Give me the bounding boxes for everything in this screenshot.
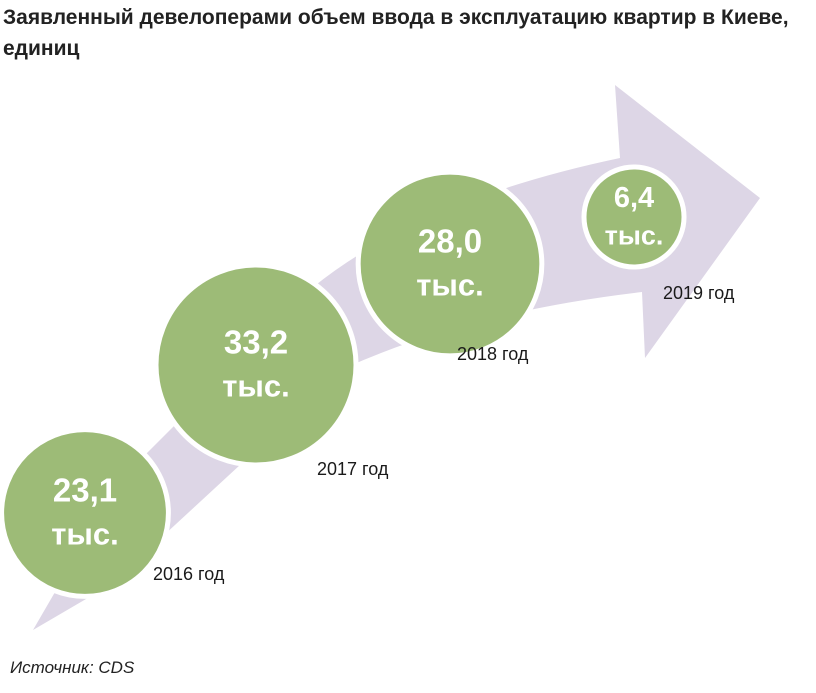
year-labels-group: 2016 год 2017 год 2018 год 2019 год: [153, 283, 735, 584]
bubble-value-2: 28,0: [418, 222, 482, 259]
bubble-0: [0, 427, 171, 599]
bubbles-group: 23,1 тыс. 33,2 тыс. 28,0 тыс. 6,4 тыс.: [0, 164, 687, 599]
bubble-value-1: 33,2: [224, 323, 288, 360]
year-label-0: 2016 год: [153, 564, 225, 584]
source-note: Источник: CDS: [10, 658, 135, 677]
year-label-3: 2019 год: [663, 283, 735, 303]
bubble-3: [581, 164, 687, 270]
bubble-value-3: 6,4: [614, 182, 654, 214]
growth-arrow: [33, 85, 760, 630]
bubble-unit-3: тыс.: [605, 221, 664, 251]
bubble-2: [355, 169, 545, 359]
bubble-1: [153, 262, 359, 468]
bubble-unit-0: тыс.: [51, 516, 119, 551]
year-label-1: 2017 год: [317, 459, 389, 479]
bubble-value-0: 23,1: [53, 471, 117, 508]
bubble-unit-1: тыс.: [222, 368, 290, 403]
chart-title: Заявленный девелоперами объем ввода в эк…: [3, 6, 789, 60]
year-label-2: 2018 год: [457, 344, 529, 364]
bubble-unit-2: тыс.: [416, 267, 484, 302]
